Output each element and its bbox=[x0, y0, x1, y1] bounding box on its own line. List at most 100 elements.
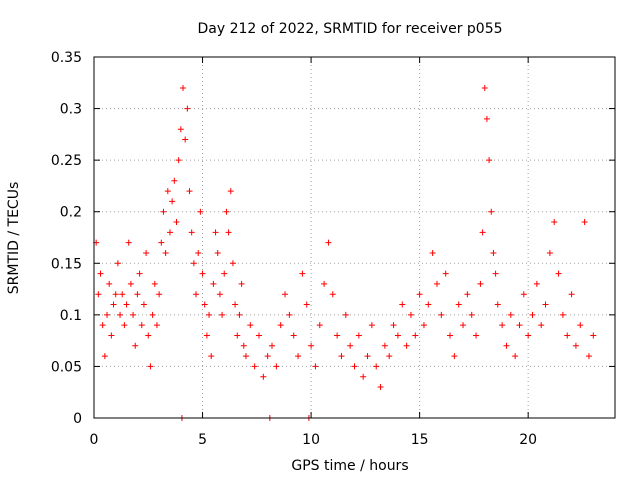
data-point bbox=[312, 363, 319, 370]
data-point bbox=[225, 229, 232, 236]
data-point bbox=[325, 239, 332, 246]
data-point bbox=[559, 311, 566, 318]
data-point bbox=[212, 229, 219, 236]
data-point bbox=[403, 342, 410, 349]
data-point bbox=[329, 291, 336, 298]
data-point bbox=[373, 363, 380, 370]
data-point bbox=[232, 301, 239, 308]
data-point bbox=[138, 322, 145, 329]
data-point bbox=[242, 353, 249, 360]
data-point bbox=[381, 342, 388, 349]
data-point bbox=[433, 280, 440, 287]
y-tick-label: 0.3 bbox=[60, 102, 82, 118]
data-point bbox=[177, 126, 184, 133]
data-point bbox=[316, 322, 323, 329]
data-point bbox=[438, 311, 445, 318]
data-point bbox=[342, 311, 349, 318]
data-point bbox=[490, 249, 497, 256]
x-axis-label: GPS time / hours bbox=[291, 458, 408, 474]
data-point bbox=[538, 322, 545, 329]
data-point bbox=[104, 311, 111, 318]
data-point bbox=[97, 270, 104, 277]
data-point bbox=[299, 270, 306, 277]
data-point bbox=[236, 311, 243, 318]
data-point bbox=[447, 332, 454, 339]
data-point bbox=[399, 301, 406, 308]
data-point bbox=[290, 332, 297, 339]
data-point bbox=[442, 270, 449, 277]
data-point bbox=[260, 373, 267, 380]
data-point bbox=[460, 322, 467, 329]
data-point bbox=[572, 342, 579, 349]
data-point bbox=[180, 84, 187, 91]
data-point bbox=[364, 353, 371, 360]
data-point bbox=[193, 291, 200, 298]
data-point bbox=[360, 373, 367, 380]
data-point bbox=[488, 208, 495, 215]
data-point bbox=[564, 332, 571, 339]
data-point bbox=[117, 311, 124, 318]
data-point bbox=[130, 311, 137, 318]
data-points bbox=[93, 84, 597, 421]
data-point bbox=[347, 342, 354, 349]
data-point bbox=[338, 353, 345, 360]
data-point bbox=[234, 332, 241, 339]
data-point bbox=[145, 332, 152, 339]
data-point bbox=[425, 301, 432, 308]
data-point bbox=[581, 219, 588, 226]
data-point bbox=[512, 353, 519, 360]
y-tick-label: 0.25 bbox=[51, 153, 82, 169]
data-point bbox=[464, 291, 471, 298]
data-point bbox=[99, 322, 106, 329]
data-point bbox=[273, 363, 280, 370]
data-point bbox=[390, 322, 397, 329]
data-point bbox=[499, 322, 506, 329]
x-tick-label: 0 bbox=[90, 432, 99, 448]
data-point bbox=[533, 280, 540, 287]
data-point bbox=[525, 332, 532, 339]
y-tick-label: 0.2 bbox=[60, 205, 82, 221]
data-point bbox=[269, 342, 276, 349]
data-point bbox=[151, 280, 158, 287]
data-point bbox=[585, 353, 592, 360]
data-point bbox=[210, 280, 217, 287]
data-point bbox=[407, 311, 414, 318]
data-point bbox=[334, 332, 341, 339]
data-point bbox=[195, 249, 202, 256]
data-point bbox=[171, 177, 178, 184]
data-point bbox=[355, 332, 362, 339]
data-point bbox=[229, 260, 236, 267]
data-point bbox=[238, 280, 245, 287]
data-point bbox=[153, 322, 160, 329]
data-point bbox=[429, 249, 436, 256]
data-point bbox=[160, 208, 167, 215]
data-point bbox=[147, 363, 154, 370]
data-point bbox=[125, 239, 132, 246]
data-point bbox=[286, 311, 293, 318]
data-point bbox=[112, 291, 119, 298]
data-point bbox=[303, 301, 310, 308]
data-point bbox=[132, 342, 139, 349]
data-point bbox=[182, 136, 189, 143]
data-point bbox=[412, 332, 419, 339]
data-point bbox=[223, 208, 230, 215]
data-point bbox=[416, 291, 423, 298]
data-point bbox=[468, 311, 475, 318]
data-point bbox=[158, 239, 165, 246]
data-point bbox=[101, 353, 108, 360]
data-point bbox=[164, 188, 171, 195]
data-point bbox=[184, 105, 191, 112]
data-point bbox=[106, 280, 113, 287]
data-point bbox=[247, 322, 254, 329]
data-point bbox=[492, 270, 499, 277]
data-point bbox=[494, 301, 501, 308]
data-point bbox=[219, 311, 226, 318]
data-point bbox=[451, 353, 458, 360]
data-point bbox=[134, 291, 141, 298]
y-tick-label: 0 bbox=[73, 411, 82, 427]
y-tick-label: 0.35 bbox=[51, 50, 82, 66]
data-point bbox=[264, 353, 271, 360]
data-point bbox=[308, 342, 315, 349]
data-point bbox=[377, 384, 384, 391]
data-point bbox=[473, 332, 480, 339]
